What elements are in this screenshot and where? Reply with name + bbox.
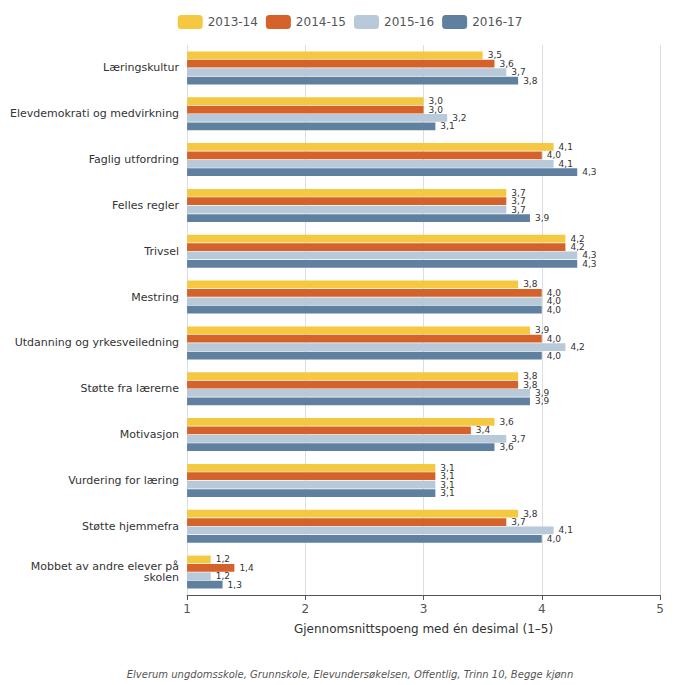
- svg-text:1,4: 1,4: [239, 563, 254, 573]
- svg-text:Felles regler: Felles regler: [112, 199, 179, 212]
- svg-text:1,2: 1,2: [216, 554, 230, 564]
- svg-text:3,7: 3,7: [511, 187, 526, 198]
- svg-text:4,3: 4,3: [582, 250, 597, 261]
- svg-text:3,5: 3,5: [487, 50, 502, 61]
- svg-text:Motivasjon: Motivasjon: [120, 428, 179, 441]
- svg-text:2: 2: [301, 602, 309, 616]
- svg-text:Mobbet av andre elever på: Mobbet av andre elever på: [30, 560, 180, 574]
- svg-text:3,9: 3,9: [535, 325, 550, 336]
- svg-text:3,8: 3,8: [523, 508, 538, 519]
- svg-text:3,9: 3,9: [535, 396, 550, 406]
- svg-text:3,0: 3,0: [428, 96, 443, 107]
- svg-text:5: 5: [656, 602, 664, 616]
- svg-text:3,1: 3,1: [440, 479, 455, 490]
- svg-text:4,0: 4,0: [546, 150, 562, 161]
- svg-text:Mestring: Mestring: [131, 291, 179, 304]
- svg-text:4,0: 4,0: [547, 351, 562, 361]
- svg-text:3,8: 3,8: [523, 379, 538, 390]
- svg-text:3,1: 3,1: [440, 488, 454, 498]
- svg-text:3,8: 3,8: [523, 76, 538, 86]
- svg-text:3,6: 3,6: [499, 58, 514, 69]
- svg-text:3,8: 3,8: [523, 371, 538, 382]
- svg-text:3,7: 3,7: [511, 433, 526, 444]
- svg-text:Vurdering for læring: Vurdering for læring: [68, 474, 179, 487]
- svg-text:4,2: 4,2: [570, 233, 585, 244]
- svg-text:4,1: 4,1: [559, 159, 573, 169]
- svg-text:4,0: 4,0: [547, 305, 562, 315]
- svg-text:4,0: 4,0: [547, 334, 562, 344]
- svg-text:3: 3: [420, 602, 428, 616]
- svg-text:Støtte hjemmefra: Støtte hjemmefra: [82, 520, 179, 533]
- svg-text:3,1: 3,1: [440, 121, 454, 131]
- svg-text:Gjennomsnittspoeng med én desi: Gjennomsnittspoeng med én desimal (1–5): [294, 622, 553, 636]
- svg-text:2015-16: 2015-16: [384, 15, 434, 29]
- svg-text:4,1: 4,1: [558, 525, 573, 536]
- svg-text:2013-14: 2013-14: [208, 15, 258, 29]
- svg-text:Læringskultur: Læringskultur: [103, 61, 180, 74]
- svg-text:Elevdemokrati og medvirkning: Elevdemokrati og medvirkning: [10, 107, 179, 120]
- svg-text:skolen: skolen: [144, 571, 179, 584]
- svg-text:4,2: 4,2: [570, 342, 584, 352]
- svg-text:2014-15: 2014-15: [296, 15, 346, 29]
- svg-text:3,1: 3,1: [440, 471, 455, 482]
- svg-text:1,2: 1,2: [215, 571, 231, 582]
- svg-text:3,7: 3,7: [511, 517, 525, 527]
- svg-text:4,2: 4,2: [570, 242, 585, 252]
- svg-text:3,7: 3,7: [511, 196, 526, 207]
- svg-text:4,0: 4,0: [546, 296, 562, 307]
- svg-text:4,0: 4,0: [546, 287, 562, 298]
- svg-text:Trivsel: Trivsel: [143, 245, 179, 258]
- svg-text:Elverum ungdomsskole, Grunnsko: Elverum ungdomsskole, Grunnskole, Elevun…: [127, 669, 574, 680]
- svg-text:3,9: 3,9: [535, 213, 550, 223]
- svg-text:3,4: 3,4: [476, 425, 491, 435]
- svg-text:3,0: 3,0: [429, 105, 444, 115]
- svg-text:3,6: 3,6: [499, 442, 514, 452]
- svg-text:1: 1: [183, 602, 191, 616]
- svg-text:3,1: 3,1: [440, 462, 455, 473]
- svg-text:4,0: 4,0: [547, 534, 562, 544]
- svg-text:3,6: 3,6: [499, 417, 514, 427]
- svg-text:4: 4: [538, 602, 546, 616]
- svg-text:4,1: 4,1: [558, 142, 573, 152]
- svg-text:4,3: 4,3: [582, 259, 596, 269]
- svg-text:3,7: 3,7: [511, 205, 525, 215]
- svg-text:2016-17: 2016-17: [472, 15, 522, 29]
- svg-text:3,9: 3,9: [535, 388, 550, 398]
- svg-text:1,3: 1,3: [228, 580, 242, 590]
- svg-text:3,7: 3,7: [511, 67, 526, 78]
- svg-text:4,3: 4,3: [582, 167, 596, 177]
- svg-text:Faglig utfordring: Faglig utfordring: [89, 153, 179, 166]
- svg-text:3,8: 3,8: [523, 279, 538, 289]
- svg-text:Utdanning og yrkesveiledning: Utdanning og yrkesveiledning: [15, 336, 179, 349]
- svg-text:Støtte fra lærerne: Støtte fra lærerne: [81, 382, 180, 395]
- svg-text:3,2: 3,2: [452, 113, 467, 123]
